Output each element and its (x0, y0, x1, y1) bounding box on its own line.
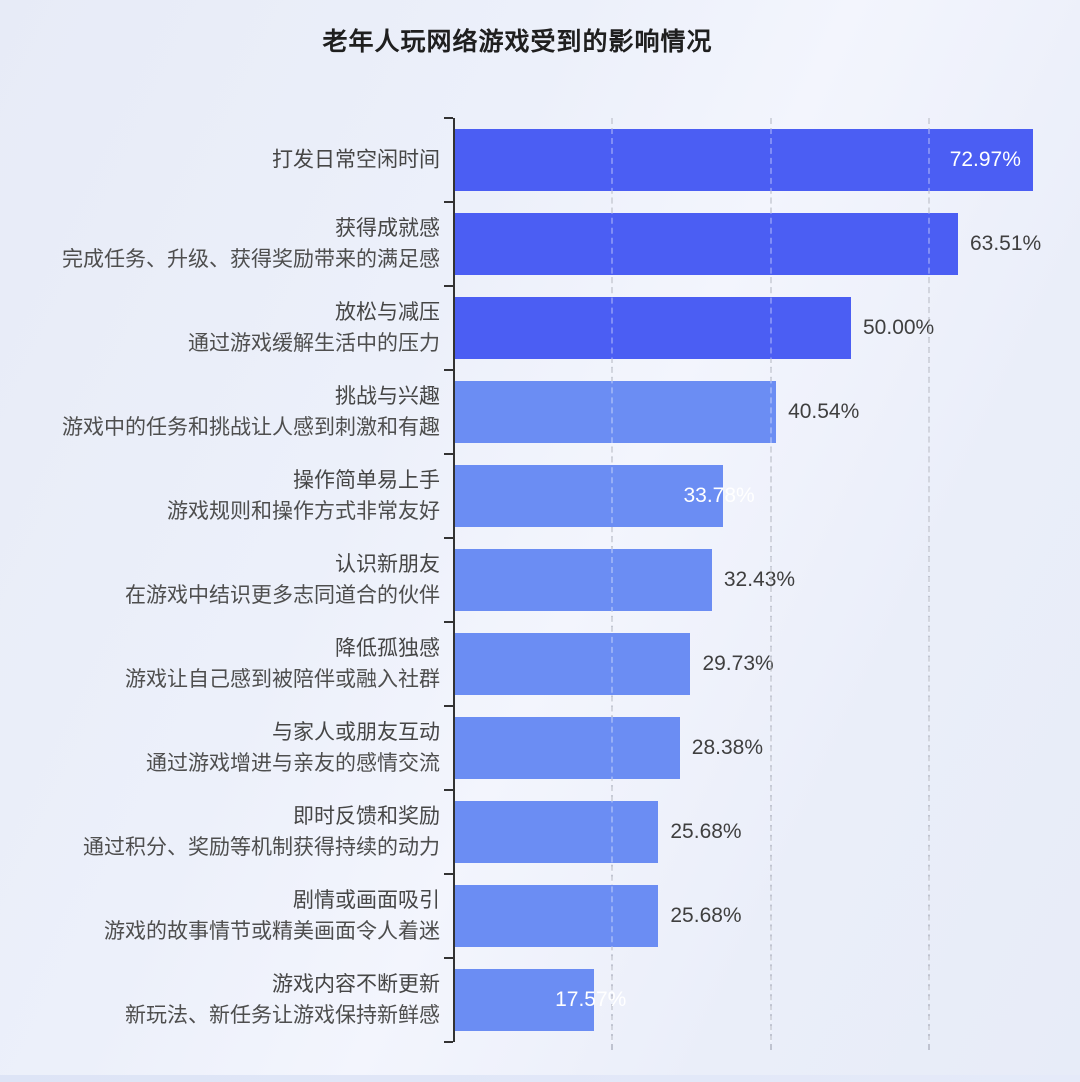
gridline-40pct (769, 118, 772, 1050)
bar-row: 挑战与兴趣 游戏中的任务和挑战让人感到刺激和有趣 40.54% (62, 369, 1035, 454)
axis-tick (444, 957, 453, 959)
bar (455, 885, 659, 947)
category-sub-label: 通过游戏缓解生活中的压力 (188, 332, 440, 355)
category-main-label: 挑战与兴趣 (335, 385, 440, 408)
category-axis-line (453, 118, 455, 1042)
category-main-label: 剧情或画面吸引 (293, 889, 440, 912)
category-sub-label: 游戏规则和操作方式非常友好 (167, 500, 440, 523)
value-label: 25.68% (670, 820, 742, 843)
category-sub-label: 游戏中的任务和挑战让人感到刺激和有趣 (62, 416, 440, 439)
category-main-label: 获得成就感 (335, 217, 440, 240)
category-main-label: 降低孤独感 (335, 637, 440, 660)
category-label: 与家人或朋友互动 通过游戏增进与亲友的感情交流 (146, 717, 440, 779)
axis-tick (444, 537, 453, 539)
value-label: 50.00% (863, 316, 935, 339)
category-label: 剧情或画面吸引 游戏的故事情节或精美画面令人着迷 (104, 885, 440, 947)
category-label: 游戏内容不断更新 新玩法、新任务让游戏保持新鲜感 (125, 969, 440, 1031)
axis-tick (444, 369, 453, 371)
plot-area: 打发日常空闲时间 72.97% 获得成就感 完成任务、升级、获得奖励带来的满足感… (62, 117, 1041, 1050)
axis-tick (444, 201, 453, 203)
axis-tick (444, 789, 453, 791)
category-sub-label: 游戏让自己感到被陪伴或融入社群 (125, 668, 440, 691)
category-main-label: 即时反馈和奖励 (293, 805, 440, 828)
bar (455, 381, 777, 443)
category-label: 获得成就感 完成任务、升级、获得奖励带来的满足感 (62, 213, 440, 275)
category-sub-label: 游戏的故事情节或精美画面令人着迷 (104, 920, 440, 943)
category-label: 放松与减压 通过游戏缓解生活中的压力 (188, 297, 440, 359)
category-sub-label: 在游戏中结识更多志同道合的伙伴 (125, 584, 440, 607)
category-main-label: 放松与减压 (335, 301, 440, 324)
bar (455, 969, 595, 1031)
category-label: 操作简单易上手 游戏规则和操作方式非常友好 (167, 465, 440, 527)
category-sub-label: 通过游戏增进与亲友的感情交流 (146, 752, 440, 775)
gridline-60pct (928, 118, 931, 1050)
bar (455, 549, 712, 611)
value-label: 33.78% (683, 484, 755, 507)
axis-tick (444, 453, 453, 455)
bar-row: 打发日常空闲时间 72.97% (272, 117, 1035, 202)
category-main-label: 认识新朋友 (335, 553, 440, 576)
bar (455, 801, 659, 863)
category-main-label: 打发日常空闲时间 (272, 148, 440, 172)
bar-row: 游戏内容不断更新 新玩法、新任务让游戏保持新鲜感 17.57% (125, 957, 1035, 1042)
category-label: 降低孤独感 游戏让自己感到被陪伴或融入社群 (125, 633, 440, 695)
axis-tick (444, 621, 453, 623)
category-sub-label: 完成任务、升级、获得奖励带来的满足感 (62, 248, 440, 271)
value-label: 63.51% (969, 232, 1042, 255)
category-sub-label: 通过积分、奖励等机制获得持续的动力 (83, 836, 440, 859)
value-label: 29.73% (702, 652, 774, 675)
bar-row: 与家人或朋友互动 通过游戏增进与亲友的感情交流 28.38% (146, 705, 1035, 790)
axis-tick (444, 873, 453, 875)
bar (455, 297, 851, 359)
category-main-label: 游戏内容不断更新 (272, 973, 440, 996)
category-label: 认识新朋友 在游戏中结识更多志同道合的伙伴 (125, 549, 440, 611)
bar (455, 717, 680, 779)
category-main-label: 与家人或朋友互动 (272, 721, 440, 744)
axis-tick-bottom (444, 1041, 453, 1043)
footer-gradient-strip (0, 1075, 1080, 1082)
bar-row: 即时反馈和奖励 通过积分、奖励等机制获得持续的动力 25.68% (83, 789, 1035, 874)
bars-layer: 打发日常空闲时间 72.97% 获得成就感 完成任务、升级、获得奖励带来的满足感… (62, 117, 1041, 1043)
bar-row: 放松与减压 通过游戏缓解生活中的压力 50.00% (188, 285, 1035, 370)
value-label: 32.43% (723, 568, 796, 591)
bar (455, 633, 691, 695)
category-label: 即时反馈和奖励 通过积分、奖励等机制获得持续的动力 (83, 801, 440, 863)
bar-row: 剧情或画面吸引 游戏的故事情节或精美画面令人着迷 25.68% (104, 873, 1035, 958)
axis-tick (444, 285, 453, 287)
bar (455, 129, 1033, 191)
axis-tick (444, 705, 453, 707)
bar (455, 213, 958, 275)
bar-row: 操作简单易上手 游戏规则和操作方式非常友好 33.78% (167, 453, 1035, 538)
category-sub-label: 新玩法、新任务让游戏保持新鲜感 (125, 1004, 440, 1027)
chart-title: 老年人玩网络游戏受到的影响情况 (322, 28, 713, 56)
bar-row: 认识新朋友 在游戏中结识更多志同道合的伙伴 32.43% (125, 537, 1035, 622)
bar-row: 获得成就感 完成任务、升级、获得奖励带来的满足感 63.51% (62, 201, 1041, 286)
axis-tick (444, 117, 453, 119)
category-label: 挑战与兴趣 游戏中的任务和挑战让人感到刺激和有趣 (62, 381, 440, 443)
category-label: 打发日常空闲时间 (272, 145, 440, 176)
value-label: 40.54% (788, 400, 860, 423)
value-label: 25.68% (670, 904, 742, 927)
category-main-label: 操作简单易上手 (293, 469, 440, 492)
value-label: 72.97% (949, 148, 1021, 171)
value-label: 28.38% (691, 736, 763, 759)
value-label: 17.57% (555, 988, 627, 1011)
bar-row: 降低孤独感 游戏让自己感到被陪伴或融入社群 29.73% (125, 621, 1035, 706)
bar (455, 465, 723, 527)
